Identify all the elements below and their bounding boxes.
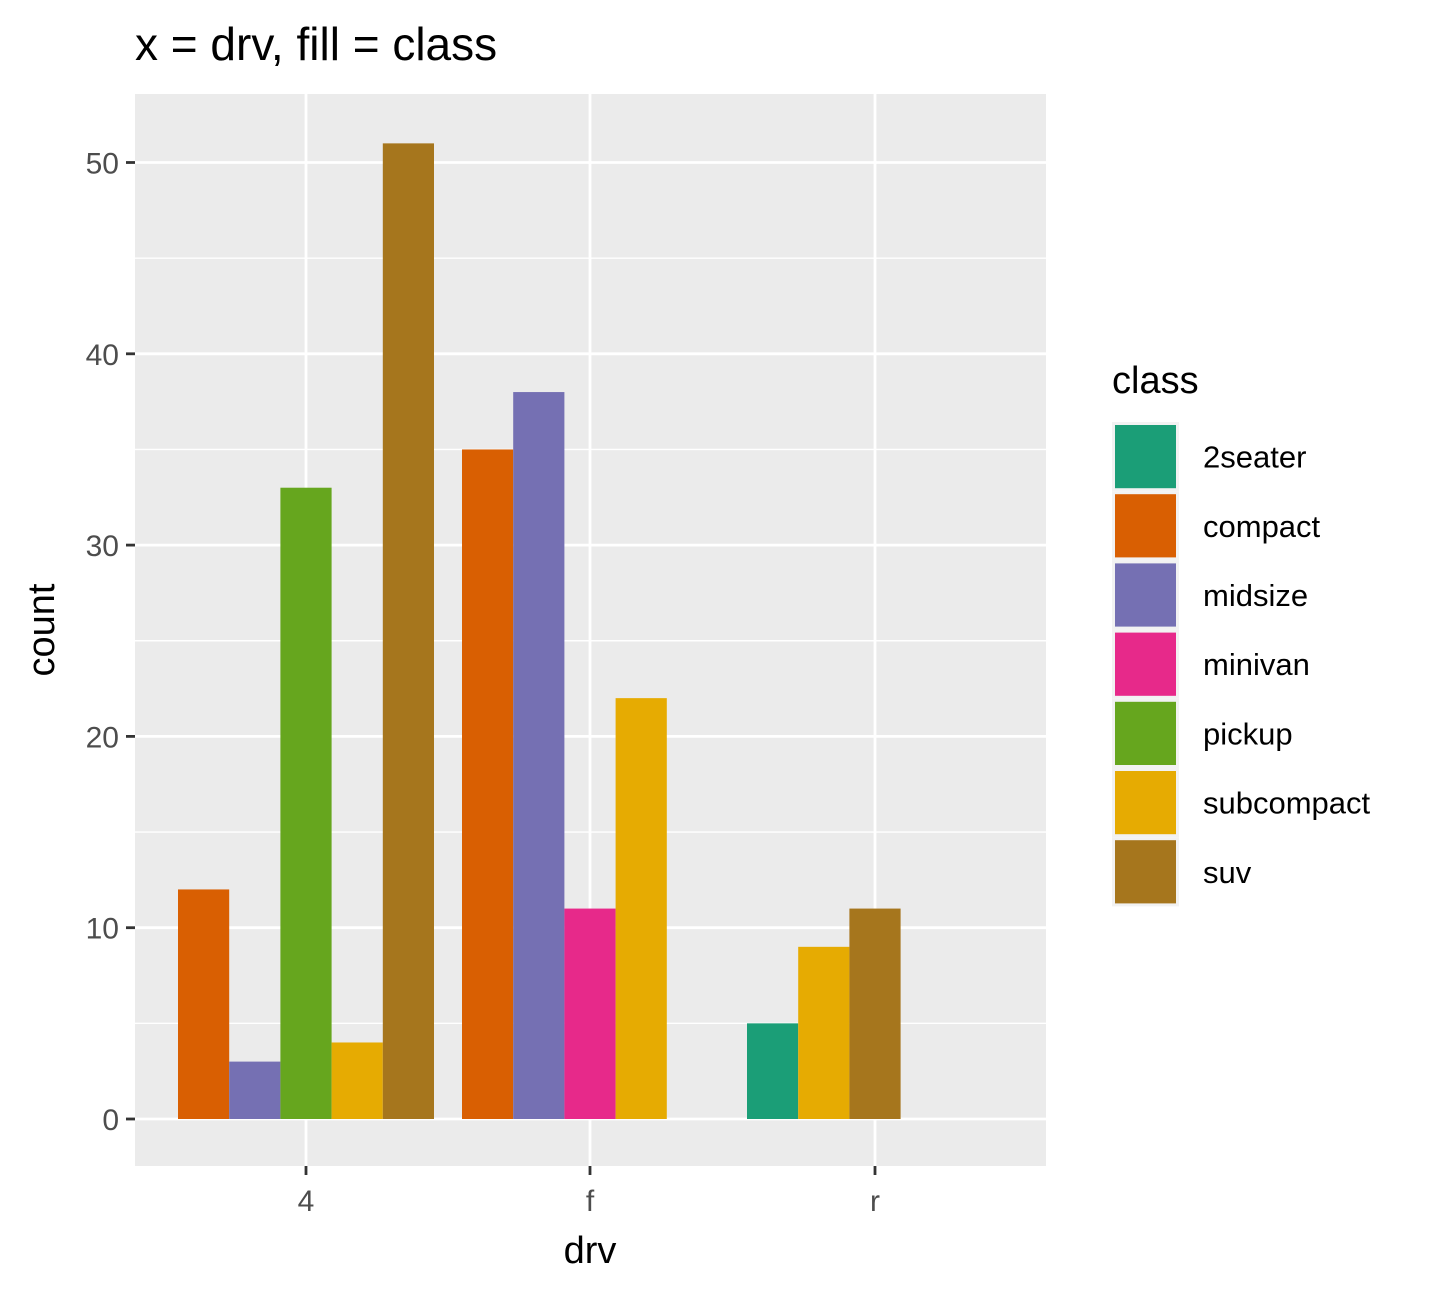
bar-f-minivan [564,908,616,1119]
legend-swatch-minivan [1115,632,1176,696]
bar-4-suv [382,143,434,1119]
bar-f-midsize [513,392,565,1119]
legend-label-compact: compact [1203,509,1321,544]
x-tick-label: r [870,1185,880,1218]
y-axis: 0 10 20 30 40 50 [86,148,135,1137]
bar-4-pickup [280,487,332,1120]
legend-label-pickup: pickup [1203,716,1293,751]
bar-r-2seater [747,1023,799,1119]
legend-label-suv: suv [1203,855,1252,890]
legend-swatch-2seater [1115,425,1176,489]
legend-label-midsize: midsize [1203,578,1308,613]
legend-swatch-compact [1115,494,1176,558]
y-tick-label: 50 [86,148,119,181]
y-tick-label: 10 [86,913,119,946]
bar-4-compact [178,889,230,1119]
x-tick-label: 4 [298,1185,315,1218]
legend-title: class [1112,360,1199,402]
y-tick-label: 30 [86,530,119,563]
legend-swatch-suv [1115,840,1176,904]
legend-label-2seater: 2seater [1203,440,1306,475]
y-tick-label: 20 [86,721,119,754]
legend-swatch-subcompact [1115,771,1176,835]
chart-title: x = drv, fill = class [135,18,497,70]
bar-4-subcompact [331,1042,383,1119]
legend-label-minivan: minivan [1203,647,1310,682]
legend-swatch-midsize [1115,563,1176,627]
y-tick-label: 0 [102,1104,119,1137]
legend-label-subcompact: subcompact [1203,786,1371,821]
bar-4-midsize [229,1061,281,1119]
bar-r-suv [849,908,901,1119]
bar-f-compact [462,449,514,1119]
x-axis: 4 f r [298,1166,880,1218]
y-tick-label: 40 [86,339,119,372]
legend: 2seater compact midsize minivan pickup subcom… [1112,422,1371,907]
legend-swatch-pickup [1115,701,1176,765]
x-tick-label: f [586,1185,595,1218]
bar-f-subcompact [615,698,667,1119]
x-axis-label: drv [564,1230,617,1272]
y-axis-label: count [21,583,63,676]
bar-r-subcompact [798,946,850,1119]
bars [178,143,901,1120]
